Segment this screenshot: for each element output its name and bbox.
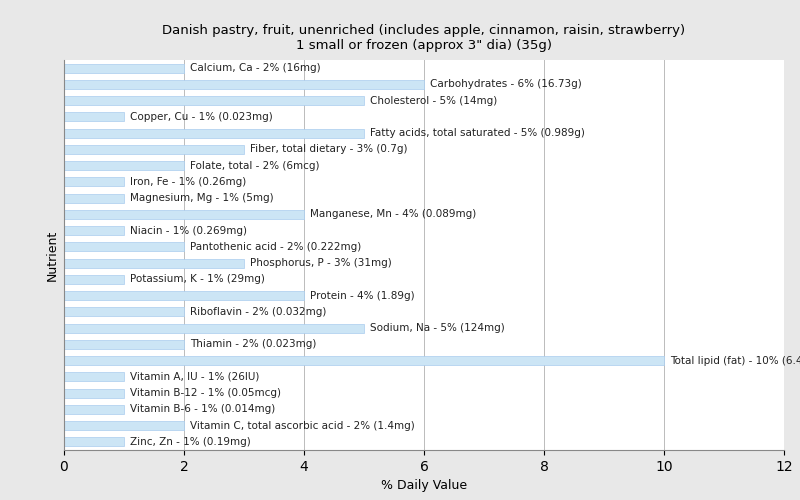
- Text: Calcium, Ca - 2% (16mg): Calcium, Ca - 2% (16mg): [190, 63, 321, 73]
- Text: Copper, Cu - 1% (0.023mg): Copper, Cu - 1% (0.023mg): [130, 112, 273, 122]
- Text: Folate, total - 2% (6mcg): Folate, total - 2% (6mcg): [190, 160, 319, 170]
- Text: Fiber, total dietary - 3% (0.7g): Fiber, total dietary - 3% (0.7g): [250, 144, 407, 154]
- Text: Manganese, Mn - 4% (0.089mg): Manganese, Mn - 4% (0.089mg): [310, 210, 476, 220]
- Bar: [64, 145, 244, 154]
- Text: Vitamin B-6 - 1% (0.014mg): Vitamin B-6 - 1% (0.014mg): [130, 404, 275, 414]
- Bar: [64, 308, 184, 316]
- Bar: [64, 128, 364, 138]
- Bar: [64, 421, 184, 430]
- Bar: [64, 242, 184, 252]
- Text: Carbohydrates - 6% (16.73g): Carbohydrates - 6% (16.73g): [430, 80, 582, 90]
- Bar: [64, 161, 184, 170]
- Text: Sodium, Na - 5% (124mg): Sodium, Na - 5% (124mg): [370, 323, 505, 333]
- Bar: [64, 64, 184, 72]
- Text: Total lipid (fat) - 10% (6.48g): Total lipid (fat) - 10% (6.48g): [670, 356, 800, 366]
- X-axis label: % Daily Value: % Daily Value: [381, 480, 467, 492]
- Title: Danish pastry, fruit, unenriched (includes apple, cinnamon, raisin, strawberry)
: Danish pastry, fruit, unenriched (includ…: [162, 24, 686, 52]
- Text: Phosphorus, P - 3% (31mg): Phosphorus, P - 3% (31mg): [250, 258, 392, 268]
- Text: Potassium, K - 1% (29mg): Potassium, K - 1% (29mg): [130, 274, 265, 284]
- Bar: [64, 178, 124, 186]
- Bar: [64, 340, 184, 349]
- Bar: [64, 194, 124, 202]
- Bar: [64, 324, 364, 332]
- Bar: [64, 291, 304, 300]
- Text: Thiamin - 2% (0.023mg): Thiamin - 2% (0.023mg): [190, 340, 316, 349]
- Text: Vitamin B-12 - 1% (0.05mcg): Vitamin B-12 - 1% (0.05mcg): [130, 388, 281, 398]
- Text: Pantothenic acid - 2% (0.222mg): Pantothenic acid - 2% (0.222mg): [190, 242, 362, 252]
- Text: Vitamin C, total ascorbic acid - 2% (1.4mg): Vitamin C, total ascorbic acid - 2% (1.4…: [190, 420, 414, 430]
- Text: Cholesterol - 5% (14mg): Cholesterol - 5% (14mg): [370, 96, 498, 106]
- Bar: [64, 356, 664, 365]
- Bar: [64, 275, 124, 284]
- Bar: [64, 388, 124, 398]
- Bar: [64, 372, 124, 382]
- Bar: [64, 405, 124, 414]
- Text: Niacin - 1% (0.269mg): Niacin - 1% (0.269mg): [130, 226, 247, 235]
- Y-axis label: Nutrient: Nutrient: [46, 230, 58, 280]
- Bar: [64, 226, 124, 235]
- Bar: [64, 210, 304, 219]
- Text: Fatty acids, total saturated - 5% (0.989g): Fatty acids, total saturated - 5% (0.989…: [370, 128, 585, 138]
- Text: Magnesium, Mg - 1% (5mg): Magnesium, Mg - 1% (5mg): [130, 193, 274, 203]
- Bar: [64, 438, 124, 446]
- Text: Protein - 4% (1.89g): Protein - 4% (1.89g): [310, 290, 414, 300]
- Text: Vitamin A, IU - 1% (26IU): Vitamin A, IU - 1% (26IU): [130, 372, 259, 382]
- Bar: [64, 96, 364, 105]
- Bar: [64, 258, 244, 268]
- Text: Zinc, Zn - 1% (0.19mg): Zinc, Zn - 1% (0.19mg): [130, 437, 250, 447]
- Bar: [64, 112, 124, 122]
- Text: Riboflavin - 2% (0.032mg): Riboflavin - 2% (0.032mg): [190, 307, 326, 317]
- Bar: [64, 80, 424, 89]
- Text: Iron, Fe - 1% (0.26mg): Iron, Fe - 1% (0.26mg): [130, 177, 246, 187]
